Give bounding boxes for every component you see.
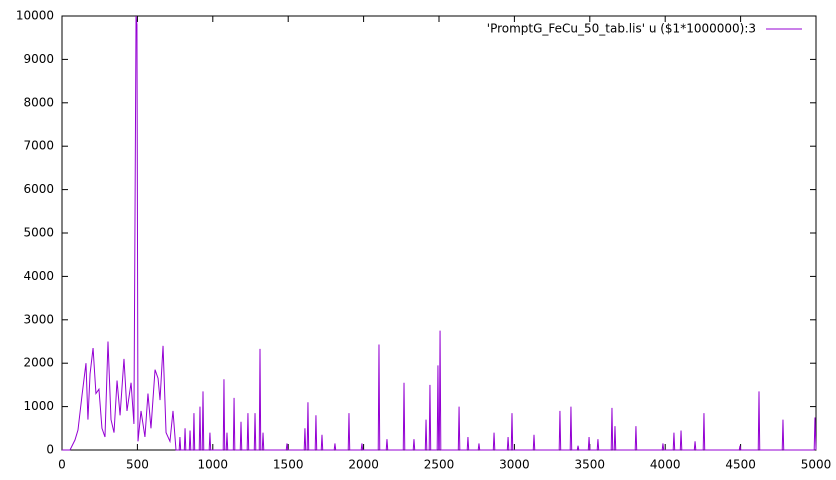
- y-tick-label: 4000: [23, 269, 54, 283]
- x-tick-label: 0: [58, 458, 66, 472]
- x-tick-label: 4500: [725, 458, 756, 472]
- y-tick-label: 3000: [23, 312, 54, 326]
- x-tick-label: 2500: [424, 458, 455, 472]
- y-tick-label: 10000: [16, 9, 54, 23]
- y-tick-label: 2000: [23, 356, 54, 370]
- x-tick-label: 3500: [575, 458, 606, 472]
- y-tick-label: 9000: [23, 52, 54, 66]
- y-tick-label: 8000: [23, 95, 54, 109]
- y-tick-label: 7000: [23, 139, 54, 153]
- data-line: [62, 15, 817, 451]
- x-tick-label: 5000: [801, 458, 832, 472]
- x-tick-label: 2000: [348, 458, 379, 472]
- x-tick-label: 1500: [273, 458, 304, 472]
- plot-frame: [61, 15, 817, 451]
- x-tick-label: 4000: [650, 458, 681, 472]
- x-tick-label: 500: [126, 458, 149, 472]
- legend-label: 'PromptG_FeCu_50_tab.lis' u ($1*1000000)…: [487, 22, 756, 36]
- y-tick-label: 5000: [23, 226, 54, 240]
- y-tick-label: 6000: [23, 182, 54, 196]
- y-tick-label: 1000: [23, 399, 54, 413]
- y-tick-label: 0: [46, 443, 54, 457]
- x-tick-label: 3000: [499, 458, 530, 472]
- x-tick-label: 1000: [198, 458, 229, 472]
